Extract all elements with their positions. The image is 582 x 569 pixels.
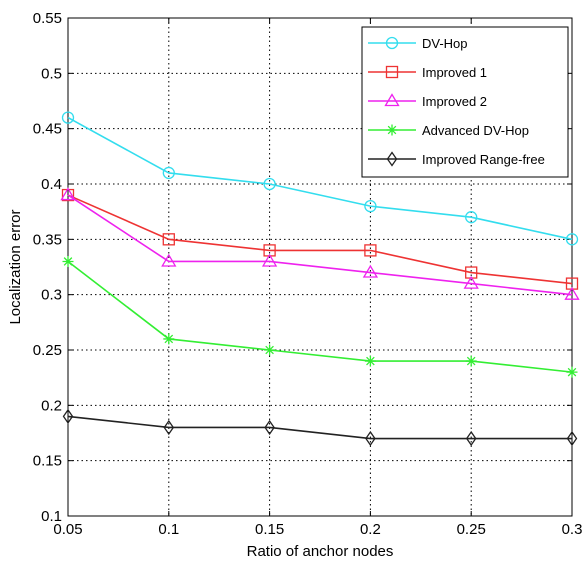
data-point-improved-2 xyxy=(463,275,479,289)
x-tick-label: 0.15 xyxy=(255,521,284,538)
data-point-improved-range-free xyxy=(566,430,578,447)
y-tick-label: 0.25 xyxy=(33,342,62,359)
plot-frame xyxy=(67,17,573,517)
data-point-advanced-dv-hop xyxy=(465,355,477,367)
y-axis-label: Localization error xyxy=(7,209,24,324)
data-point-improved-range-free xyxy=(365,430,376,447)
legend: DV-Hop Improved 1 Improved 2 Advanced DV-Ho… xyxy=(361,26,569,178)
data-point-improved-range-free xyxy=(264,419,275,436)
series-improved-2 xyxy=(60,187,580,300)
legend-label: Advanced DV-Hop xyxy=(422,123,529,138)
data-point-dv-hop xyxy=(565,233,579,246)
series-group xyxy=(60,111,580,447)
data-point-advanced-dv-hop xyxy=(264,344,276,356)
y-tick-label: 0.2 xyxy=(41,397,62,414)
data-point-dv-hop xyxy=(162,166,175,180)
axis-ticks: 0.05 0.1 0.15 0.2 0.25 0.30.10.150.20.250.30.… xyxy=(33,10,582,538)
y-tick-label: 0.35 xyxy=(33,231,62,248)
data-point-improved-2 xyxy=(161,253,177,267)
legend-item-improved-2: Improved 2 xyxy=(368,93,487,109)
data-point-improved-2 xyxy=(60,187,76,201)
y-tick-label: 0.5 xyxy=(41,65,62,82)
legend-marker xyxy=(385,36,399,50)
legend-label: Improved 2 xyxy=(422,94,487,109)
legend-label: DV-Hop xyxy=(422,36,468,51)
series-line-dv-hop xyxy=(67,116,573,241)
series-improved-range-free xyxy=(62,408,578,447)
series-line-improved-2 xyxy=(67,194,573,296)
legend-label: Improved 1 xyxy=(422,65,487,80)
series-advanced-dv-hop xyxy=(62,255,578,378)
series-improved-1 xyxy=(61,188,579,290)
series-line-improved-1 xyxy=(67,194,573,285)
data-point-advanced-dv-hop xyxy=(364,355,376,367)
legend-marker xyxy=(386,124,398,136)
data-point-dv-hop xyxy=(364,199,377,213)
legend-marker xyxy=(385,65,399,79)
data-point-advanced-dv-hop xyxy=(163,333,175,345)
series-line-advanced-dv-hop xyxy=(67,260,573,373)
legend-label: Improved Range-free xyxy=(422,152,545,167)
data-point-dv-hop xyxy=(465,211,478,224)
x-axis-label: Ratio of anchor nodes xyxy=(247,543,394,560)
series-line-improved-range-free xyxy=(67,415,572,440)
x-tick-label: 0.25 xyxy=(457,521,486,538)
data-point-improved-range-free xyxy=(62,408,74,425)
data-point-improved-range-free xyxy=(465,430,477,447)
data-point-improved-range-free xyxy=(163,419,175,436)
data-point-dv-hop xyxy=(61,111,75,124)
data-point-advanced-dv-hop xyxy=(566,366,578,378)
x-tick-label: 0.2 xyxy=(360,521,381,538)
y-tick-label: 0.1 xyxy=(41,508,62,525)
x-tick-label: 0.3 xyxy=(562,521,582,538)
x-tick-label: 0.05 xyxy=(53,521,82,538)
legend-item-dv-hop: DV-Hop xyxy=(368,36,468,51)
data-point-improved-2 xyxy=(564,286,580,300)
y-tick-label: 0.4 xyxy=(41,176,62,193)
data-point-improved-1 xyxy=(162,233,175,246)
data-point-improved-2 xyxy=(362,264,379,278)
series-dv-hop xyxy=(61,111,579,246)
legend-item-improved-1: Improved 1 xyxy=(368,65,487,80)
legend-item-advanced-dv-hop: Advanced DV-Hop xyxy=(368,123,529,138)
y-tick-label: 0.55 xyxy=(33,10,62,27)
x-tick-label: 0.1 xyxy=(158,521,179,538)
legend-marker xyxy=(384,93,400,107)
data-point-improved-2 xyxy=(261,253,278,267)
legend-item-improved-range-free: Improved Range-free xyxy=(368,151,545,167)
y-tick-label: 0.3 xyxy=(41,287,62,304)
data-point-improved-1 xyxy=(364,244,377,257)
y-tick-label: 0.45 xyxy=(33,121,62,138)
legend-marker xyxy=(386,151,398,167)
data-point-advanced-dv-hop xyxy=(62,255,74,267)
data-point-dv-hop xyxy=(263,177,276,191)
y-tick-label: 0.15 xyxy=(33,453,62,470)
